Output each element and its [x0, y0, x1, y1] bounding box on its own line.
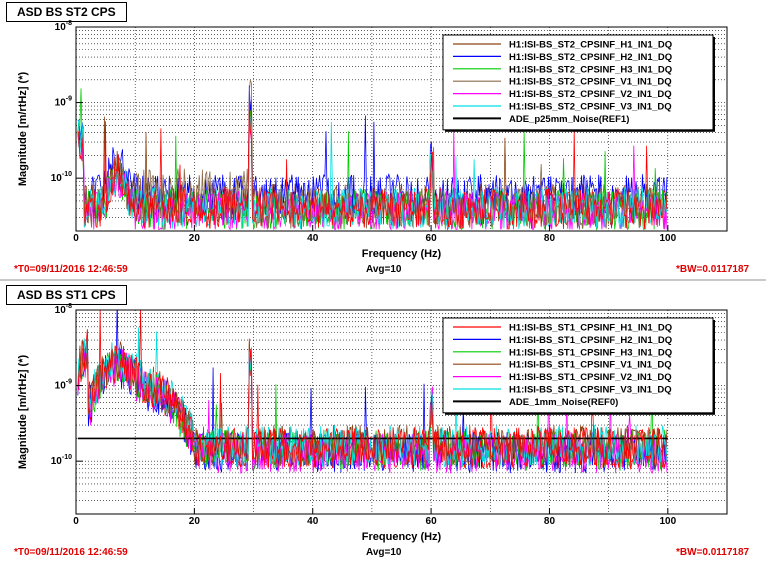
avg-label: Avg=10 — [366, 547, 402, 558]
avg-label: Avg=10 — [366, 264, 402, 275]
x-tick-label: 100 — [659, 233, 676, 244]
y-tick-label: 10-9 — [55, 379, 72, 392]
x-tick-label: 40 — [307, 233, 319, 244]
legend: H1:ISI-BS_ST1_CPSINF_H1_IN1_DQH1:ISI-BS_… — [442, 317, 715, 415]
x-axis-label: Frequency (Hz) — [362, 248, 442, 260]
legend-box — [442, 317, 714, 414]
series-trace — [77, 327, 668, 468]
x-tick-label: 20 — [189, 233, 201, 244]
legend-entry: H1:ISI-BS_ST2_CPSINF_V1_IN1_DQ — [509, 77, 672, 88]
plot-frame — [75, 26, 728, 232]
panel-title: ASD BS ST1 CPS — [6, 285, 127, 305]
y-axis-label: Magnitude [m/rtHz] (*) — [17, 72, 29, 187]
legend-entry: H1:ISI-BS_ST1_CPSINF_V3_IN1_DQ — [509, 385, 672, 396]
x-tick-label: 0 — [73, 516, 79, 527]
panel-title: ASD BS ST2 CPS — [6, 2, 127, 22]
panel-divider — [0, 279, 766, 281]
bw-label: *BW=0.0117187 — [676, 264, 750, 275]
series-trace — [77, 103, 668, 230]
y-tick-label: 10-10 — [51, 171, 72, 184]
x-tick-label: 0 — [73, 233, 79, 244]
asd-panel-top: ASD BS ST2 CPS 0 20 40 60 80 100 10-8 10-9 10-10… — [0, 0, 766, 276]
legend-entry: H1:ISI-BS_ST2_CPSINF_V2_IN1_DQ — [509, 89, 672, 100]
y-axis-label: Magnitude [m/rtHz] (*) — [17, 355, 29, 470]
x-tick-label: 80 — [544, 516, 556, 527]
t0-label: *T0=09/11/2016 12:46:59 — [14, 264, 128, 275]
x-tick-label: 60 — [426, 516, 438, 527]
legend-entry: ADE_p25mm_Noise(REF1) — [509, 114, 629, 125]
x-tick-label: 60 — [426, 233, 438, 244]
t0-label: *T0=09/11/2016 12:46:59 — [14, 547, 128, 558]
y-tick-label: 10-8 — [55, 20, 72, 33]
x-tick-label: 100 — [659, 516, 676, 527]
asd-chart[interactable]: 0 20 40 60 80 100 10-8 10-9 10-10 Frequency (Hz) M… — [0, 0, 766, 276]
asd-panel-bottom: ASD BS ST1 CPS 0 20 40 60 80 100 10-8 10-9 10-10… — [0, 283, 766, 561]
x-tick-label: 40 — [307, 516, 319, 527]
legend-entry: ADE_1mm_Noise(REF0) — [509, 397, 618, 408]
y-tick-label: 10-8 — [55, 303, 72, 316]
legend-entry: H1:ISI-BS_ST1_CPSINF_H1_IN1_DQ — [509, 323, 672, 334]
plot-area — [77, 310, 668, 475]
legend-entry: H1:ISI-BS_ST1_CPSINF_V2_IN1_DQ — [509, 372, 672, 383]
legend-box — [442, 34, 714, 131]
plot-area — [77, 79, 668, 231]
legend-entry: H1:ISI-BS_ST2_CPSINF_V3_IN1_DQ — [509, 102, 672, 113]
legend-entry: H1:ISI-BS_ST2_CPSINF_H2_IN1_DQ — [509, 52, 672, 63]
x-tick-label: 20 — [189, 516, 201, 527]
x-axis-label: Frequency (Hz) — [362, 531, 442, 543]
bw-label: *BW=0.0117187 — [676, 547, 750, 558]
legend-entry: H1:ISI-BS_ST2_CPSINF_H1_IN1_DQ — [509, 40, 672, 51]
legend-entry: H1:ISI-BS_ST1_CPSINF_V1_IN1_DQ — [509, 360, 672, 371]
y-tick-label: 10-9 — [55, 96, 72, 109]
plot-frame — [75, 309, 728, 515]
series-trace — [77, 310, 668, 469]
legend-entry: H1:ISI-BS_ST1_CPSINF_H3_IN1_DQ — [509, 347, 672, 358]
asd-chart[interactable]: 0 20 40 60 80 100 10-8 10-9 10-10 Frequency (Hz) M… — [0, 283, 766, 561]
y-tick-label: 10-10 — [51, 454, 72, 467]
legend-entry: H1:ISI-BS_ST2_CPSINF_H3_IN1_DQ — [509, 64, 672, 75]
x-tick-label: 80 — [544, 233, 556, 244]
legend-entry: H1:ISI-BS_ST1_CPSINF_H2_IN1_DQ — [509, 335, 672, 346]
legend: H1:ISI-BS_ST2_CPSINF_H1_IN1_DQH1:ISI-BS_… — [442, 34, 715, 132]
